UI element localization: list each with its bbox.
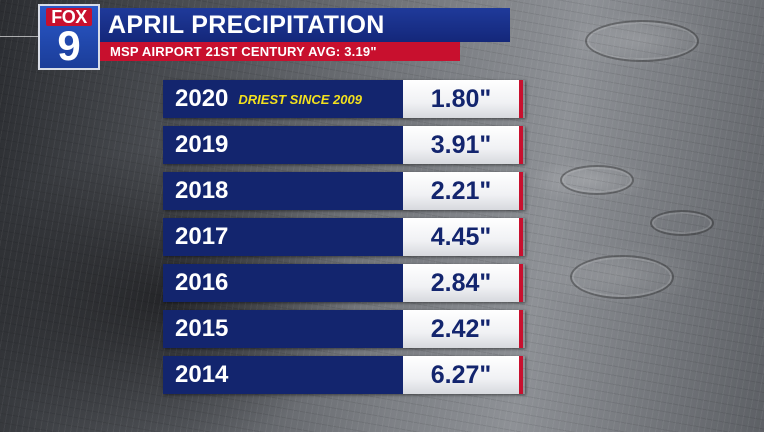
row-accent — [519, 310, 523, 348]
page-title: APRIL PRECIPITATION — [108, 10, 385, 39]
header-rule — [0, 36, 38, 37]
precip-value: 3.91" — [430, 130, 492, 159]
ripple-decoration — [560, 165, 634, 195]
row-accent — [519, 264, 523, 302]
record-note: DRIEST SINCE 2009 — [238, 91, 362, 107]
value-cell: 4.45" — [403, 218, 519, 256]
year-label: 2016 — [175, 269, 229, 296]
year-label: 2018 — [175, 177, 229, 204]
table-row: 2015 2.42" — [163, 310, 525, 348]
subtitle-bar: MSP AIRPORT 21ST CENTURY AVG: 3.19" — [100, 42, 460, 61]
table-row: 2020 DRIEST SINCE 2009 1.80" — [163, 80, 525, 118]
precip-value: 6.27" — [430, 360, 492, 389]
title-bar: APRIL PRECIPITATION — [100, 8, 510, 42]
year-cell: 2015 — [163, 310, 403, 348]
value-cell: 6.27" — [403, 356, 519, 394]
station-logo: FOX 9 — [38, 4, 100, 70]
logo-wordmark: FOX — [46, 8, 92, 26]
table-row: 2019 3.91" — [163, 126, 525, 164]
precip-value: 2.84" — [430, 268, 492, 297]
value-cell: 2.21" — [403, 172, 519, 210]
ripple-decoration — [650, 210, 714, 236]
year-cell: 2017 — [163, 218, 403, 256]
year-label: 2019 — [175, 131, 229, 158]
precip-value: 4.45" — [430, 222, 492, 251]
value-cell: 1.80" — [403, 80, 519, 118]
value-cell: 2.42" — [403, 310, 519, 348]
ripple-decoration — [585, 20, 699, 62]
table-row: 2016 2.84" — [163, 264, 525, 302]
year-cell: 2016 — [163, 264, 403, 302]
row-accent — [519, 172, 523, 210]
page-subtitle: MSP AIRPORT 21ST CENTURY AVG: 3.19" — [110, 44, 377, 59]
year-cell: 2019 — [163, 126, 403, 164]
row-accent — [519, 218, 523, 256]
ripple-decoration — [570, 255, 674, 299]
year-cell: 2020 DRIEST SINCE 2009 — [163, 80, 403, 118]
value-cell: 3.91" — [403, 126, 519, 164]
precipitation-table: 2020 DRIEST SINCE 2009 1.80" 2019 3.91" … — [163, 80, 525, 402]
year-label: 2014 — [175, 361, 229, 388]
year-cell: 2014 — [163, 356, 403, 394]
year-label: 2020 — [175, 85, 229, 112]
year-label: 2017 — [175, 223, 229, 250]
year-cell: 2018 — [163, 172, 403, 210]
row-accent — [519, 80, 523, 118]
precip-value: 1.80" — [430, 84, 492, 113]
logo-channel-number: 9 — [57, 22, 81, 69]
table-row: 2017 4.45" — [163, 218, 525, 256]
row-accent — [519, 126, 523, 164]
precip-value: 2.21" — [430, 176, 492, 205]
row-accent — [519, 356, 523, 394]
year-label: 2015 — [175, 315, 229, 342]
table-row: 2018 2.21" — [163, 172, 525, 210]
precip-value: 2.42" — [430, 314, 492, 343]
table-row: 2014 6.27" — [163, 356, 525, 394]
value-cell: 2.84" — [403, 264, 519, 302]
